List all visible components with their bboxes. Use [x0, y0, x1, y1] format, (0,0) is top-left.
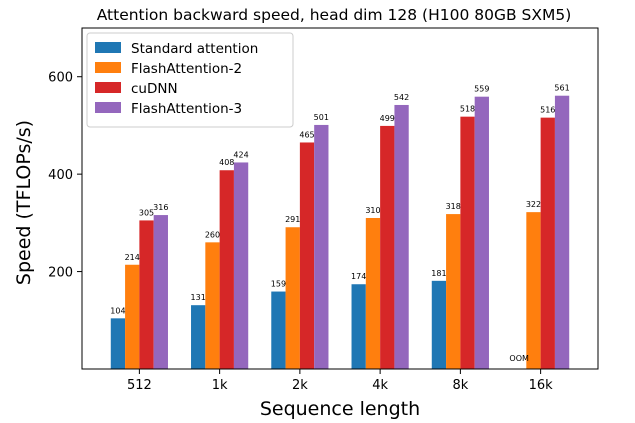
bar	[271, 291, 286, 369]
legend-entry: Standard attention	[131, 41, 258, 57]
chart-title: Attention backward speed, head dim 128 (…	[97, 6, 572, 24]
bar	[460, 116, 475, 369]
bar	[446, 214, 461, 369]
x-tick-label: 2k	[292, 378, 308, 393]
legend-entry: cuDNN	[131, 81, 178, 97]
bar	[205, 242, 220, 369]
data-label: OOM	[509, 354, 529, 363]
bar	[299, 142, 315, 369]
bars-group	[110, 95, 570, 370]
legend-swatch	[95, 82, 121, 93]
bar	[474, 96, 489, 370]
y-axis: 200 400 600	[48, 71, 82, 281]
bar	[394, 104, 409, 370]
bar	[233, 162, 249, 369]
data-label: 542	[394, 93, 409, 102]
x-tick-label: 512	[127, 378, 152, 393]
y-tick-label: 400	[48, 168, 73, 183]
bar	[365, 217, 381, 369]
data-label: 501	[314, 113, 329, 122]
bar	[380, 125, 395, 369]
bar	[540, 117, 555, 370]
bar	[314, 124, 329, 369]
y-axis-label: Speed (TFLOPs/s)	[13, 120, 35, 285]
bar	[125, 264, 140, 369]
bar	[139, 220, 154, 369]
legend-entry: FlashAttention-2	[131, 61, 242, 77]
data-label: 104	[110, 306, 125, 315]
x-tick-label: 8k	[452, 378, 468, 393]
bar	[285, 227, 300, 369]
data-label: 174	[351, 272, 366, 281]
bar	[219, 170, 234, 369]
bar	[554, 95, 570, 369]
x-tick-label: 4k	[372, 378, 388, 393]
bar	[110, 318, 126, 369]
data-label: 516	[540, 106, 555, 115]
data-label: 518	[460, 105, 475, 114]
data-label: 499	[380, 114, 395, 123]
data-label: 291	[285, 215, 300, 224]
legend-swatch	[95, 62, 121, 73]
data-label: 131	[191, 293, 206, 302]
x-axis: 512 1k 2k 4k 8k 16k	[127, 369, 553, 393]
data-label: 322	[526, 200, 541, 209]
data-label: 214	[125, 253, 140, 262]
y-tick-label: 600	[48, 71, 73, 86]
legend: Standard attention FlashAttention-2 cuDNN F…	[86, 32, 294, 128]
data-label: 318	[446, 202, 461, 211]
bar	[153, 215, 168, 369]
data-label: 408	[219, 158, 234, 167]
bar	[431, 280, 447, 369]
bar	[526, 212, 541, 369]
bar	[351, 284, 366, 369]
x-tick-label: 1k	[212, 378, 228, 393]
x-tick-label: 16k	[529, 378, 554, 393]
legend-swatch	[95, 42, 121, 53]
data-label: 181	[431, 269, 446, 278]
plot-frame	[81, 27, 599, 370]
legend-entry: FlashAttention-3	[131, 101, 242, 117]
data-label: 561	[554, 84, 569, 93]
data-label: 310	[365, 206, 380, 215]
data-label: 424	[233, 150, 248, 159]
y-tick-label: 200	[48, 266, 73, 281]
data-label: 305	[139, 208, 154, 217]
data-label: 316	[153, 203, 168, 212]
data-label: 465	[299, 130, 314, 139]
x-axis-label: Sequence length	[260, 398, 420, 420]
legend-swatch	[95, 102, 121, 113]
legend-box	[86, 32, 294, 128]
bar	[191, 305, 206, 369]
data-label: 260	[205, 230, 220, 239]
data-label: 559	[474, 85, 489, 94]
data-label: 159	[271, 280, 286, 289]
